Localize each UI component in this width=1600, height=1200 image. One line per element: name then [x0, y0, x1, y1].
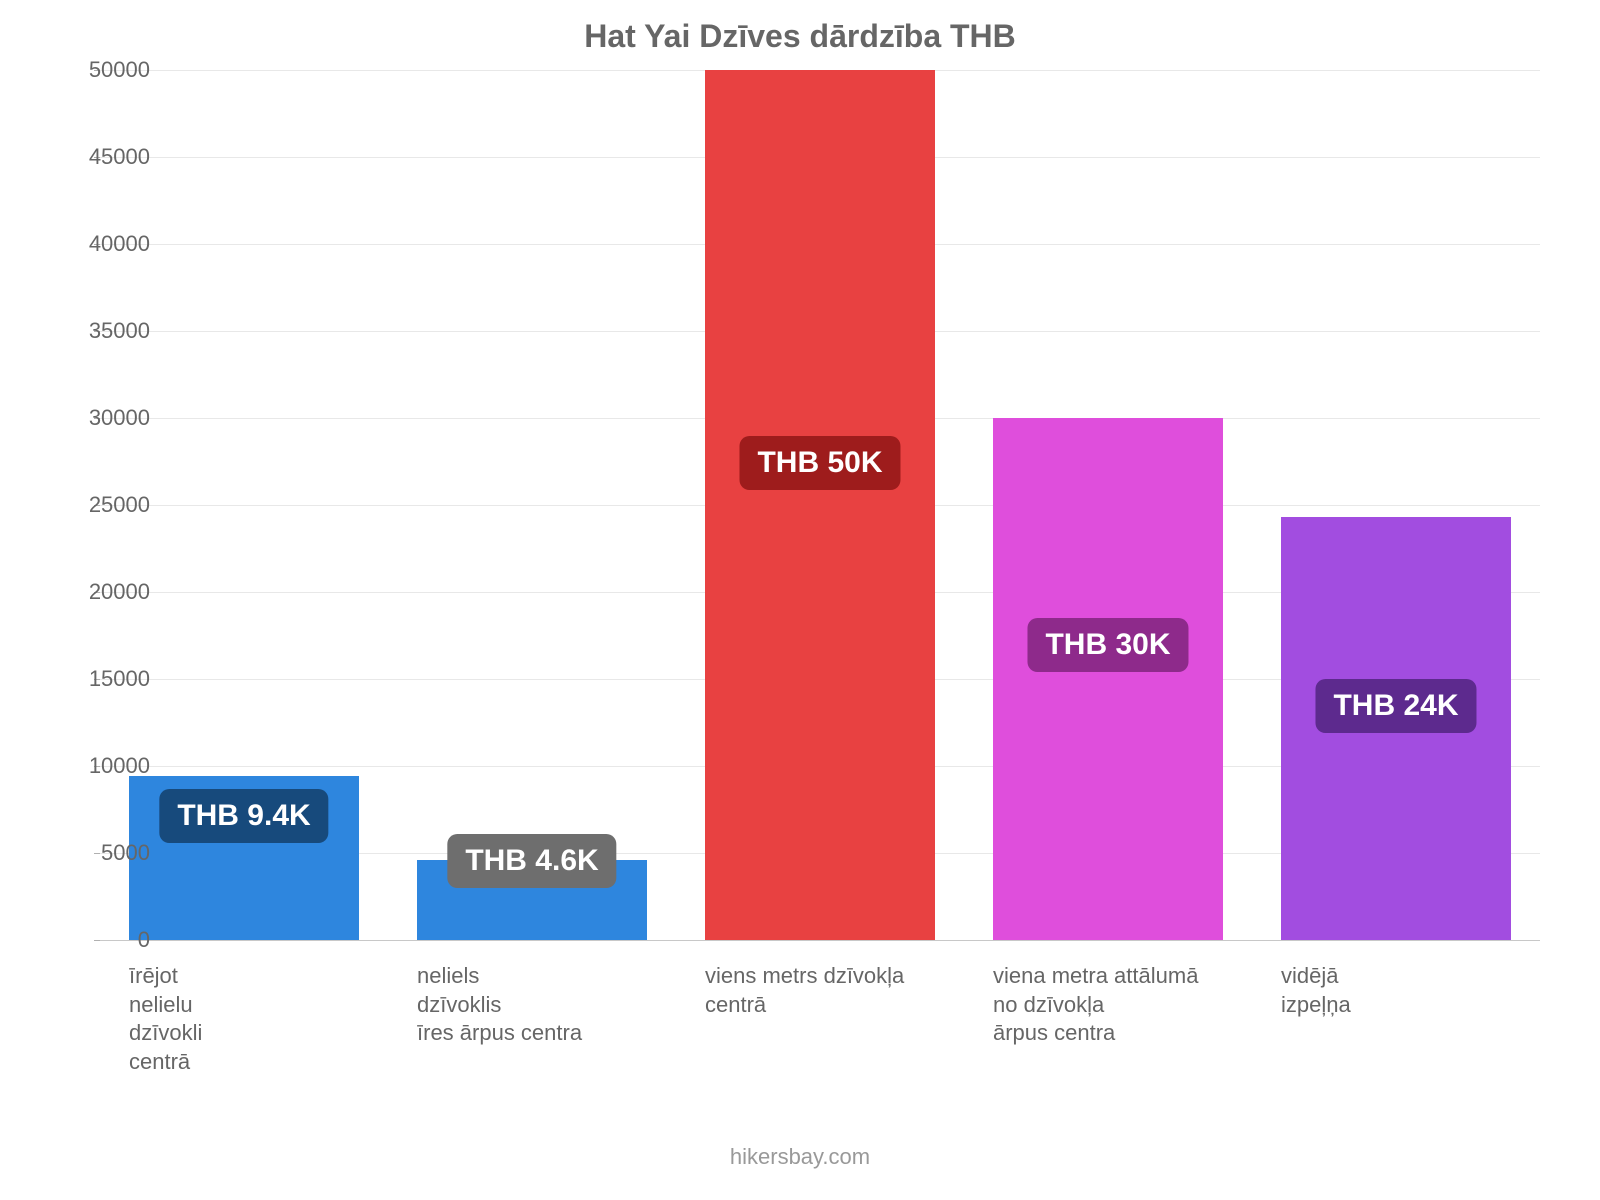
x-axis-label: viena metra attālumā no dzīvokļa ārpus c…	[993, 962, 1253, 1048]
y-tick-label: 25000	[60, 492, 150, 518]
value-badge: THB 50K	[739, 436, 900, 490]
bar	[705, 70, 935, 940]
plot-area: THB 9.4K THB 4.6K THB 50K THB 30K THB 24K	[100, 70, 1540, 941]
x-axis-label: vidējā izpeļņa	[1281, 962, 1541, 1019]
x-axis-label: neliels dzīvoklis īres ārpus centra	[417, 962, 677, 1048]
value-badge: THB 24K	[1315, 679, 1476, 733]
bar	[993, 418, 1223, 940]
y-tick-label: 50000	[60, 57, 150, 83]
value-badge: THB 9.4K	[159, 789, 328, 843]
value-badge: THB 30K	[1027, 618, 1188, 672]
y-tick-label: 35000	[60, 318, 150, 344]
y-tick-label: 5000	[60, 840, 150, 866]
chart-container: Hat Yai Dzīves dārdzība THB THB 9.4KTHB …	[0, 0, 1600, 1200]
chart-footer: hikersbay.com	[0, 1144, 1600, 1170]
chart-title: Hat Yai Dzīves dārdzība THB	[0, 18, 1600, 55]
x-axis-label: viens metrs dzīvokļa centrā	[705, 962, 965, 1019]
y-tick-label: 20000	[60, 579, 150, 605]
x-axis-label: īrējot nelielu dzīvokli centrā	[129, 962, 389, 1076]
y-tick-label: 45000	[60, 144, 150, 170]
y-tick-label: 40000	[60, 231, 150, 257]
y-tick-label: 30000	[60, 405, 150, 431]
y-tick-label: 15000	[60, 666, 150, 692]
value-badge: THB 4.6K	[447, 834, 616, 888]
y-tick-label: 10000	[60, 753, 150, 779]
y-tick-label: 0	[60, 927, 150, 953]
